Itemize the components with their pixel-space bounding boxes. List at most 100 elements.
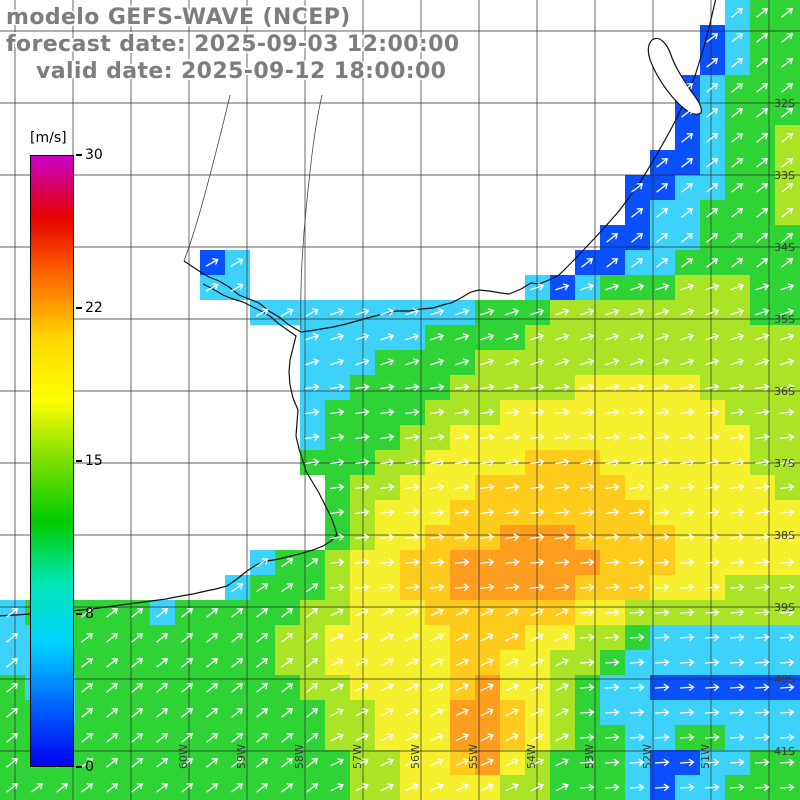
- wind-arrow: [654, 508, 670, 516]
- wind-arrow: [329, 383, 345, 391]
- wind-arrow: [555, 783, 569, 792]
- colorbar-tick: 15: [76, 453, 103, 469]
- wind-arrow: [181, 683, 194, 693]
- wind-arrow: [655, 308, 670, 316]
- wind-arrow: [629, 583, 645, 591]
- wind-arrow: [529, 508, 545, 516]
- wind-arrow: [455, 333, 470, 341]
- wind-arrow: [706, 208, 719, 218]
- wind-arrow: [704, 433, 720, 441]
- wind-arrow: [706, 158, 719, 168]
- wind-arrow: [754, 783, 770, 792]
- wind-arrow: [354, 508, 370, 516]
- wind-arrow: [579, 558, 595, 566]
- wind-arrow: [479, 583, 495, 591]
- wind-arrow: [579, 458, 595, 466]
- wind-arrow: [330, 333, 345, 341]
- wind-arrow: [655, 358, 670, 366]
- wind-arrow: [654, 458, 670, 466]
- wind-arrow: [731, 8, 744, 18]
- wind-arrow: [731, 233, 744, 243]
- wind-arrow: [354, 433, 370, 441]
- wind-arrow: [554, 558, 570, 566]
- wind-arrow: [504, 433, 520, 441]
- wind-arrow: [731, 183, 744, 193]
- wind-arrow: [579, 708, 595, 717]
- wind-arrow: [455, 758, 469, 767]
- coastal-lagoon: [647, 37, 702, 115]
- wind-arrow: [306, 633, 319, 643]
- wind-arrow: [679, 533, 695, 541]
- wind-arrow: [705, 333, 720, 341]
- lon-label: 52W: [641, 744, 654, 769]
- wind-arrow: [680, 333, 695, 341]
- wind-arrow: [679, 408, 695, 416]
- wind-arrow: [730, 358, 745, 366]
- wind-arrow: [156, 783, 169, 793]
- wind-arrow: [579, 758, 595, 767]
- wind-arrow: [106, 633, 119, 643]
- wind-arrow: [330, 608, 344, 617]
- wind-arrow: [504, 383, 520, 391]
- wind-arrow: [779, 408, 795, 416]
- wind-arrow: [729, 783, 745, 792]
- wind-arrow: [555, 608, 569, 617]
- wind-arrow: [455, 683, 469, 692]
- wind-arrow: [479, 533, 495, 541]
- wind-arrow: [704, 383, 720, 391]
- lat-label: 41S: [774, 745, 795, 758]
- wind-arrow: [31, 783, 44, 793]
- wind-arrow: [380, 308, 395, 316]
- wind-arrow: [206, 658, 219, 668]
- wind-arrow: [281, 583, 294, 593]
- wind-arrow: [480, 633, 494, 642]
- wind-arrow: [430, 358, 445, 366]
- wind-arrow: [404, 383, 420, 391]
- wind-arrow: [181, 633, 194, 643]
- wind-arrow: [329, 433, 345, 441]
- wind-arrow: [281, 558, 294, 568]
- wind-arrow: [754, 658, 770, 667]
- wind-arrow: [355, 683, 369, 692]
- wind-arrow: [530, 358, 545, 366]
- wind-arrow: [379, 583, 395, 591]
- wind-arrow: [354, 483, 370, 491]
- wind-arrow: [629, 658, 645, 667]
- wind-arrow: [754, 458, 770, 466]
- wind-arrow: [656, 258, 669, 268]
- wind-arrow: [654, 558, 670, 566]
- wind-arrow: [206, 783, 219, 793]
- wind-arrow: [704, 533, 720, 541]
- wind-arrow: [404, 533, 420, 541]
- model-title: modelo GEFS-WAVE (NCEP): [6, 5, 351, 30]
- wind-arrow: [655, 283, 670, 291]
- wind-arrow: [605, 308, 620, 316]
- wind-arrow: [654, 533, 670, 541]
- wind-arrow: [131, 658, 144, 668]
- wind-arrow: [354, 383, 370, 391]
- lat-label: 37S: [774, 457, 795, 470]
- wind-arrow: [706, 83, 719, 93]
- wind-arrow: [355, 783, 369, 792]
- wind-arrow: [455, 308, 470, 316]
- wind-arrow: [529, 433, 545, 441]
- wind-arrow: [404, 508, 420, 516]
- colorbar-unit-label: [m/s]: [30, 130, 67, 146]
- wind-arrow: [6, 658, 19, 668]
- wind-arrow: [629, 708, 645, 717]
- wind-arrow: [206, 633, 219, 643]
- wind-arrow: [380, 333, 395, 341]
- wind-arrow: [281, 783, 294, 793]
- wind-arrow: [606, 233, 619, 243]
- wind-arrow: [729, 508, 745, 516]
- wind-arrow: [781, 83, 794, 93]
- wind-arrow: [106, 783, 119, 793]
- wind-arrow: [329, 583, 345, 591]
- wind-arrow: [480, 358, 495, 366]
- wind-arrow: [604, 583, 620, 591]
- wind-arrow: [554, 408, 570, 416]
- wind-arrow: [305, 333, 320, 341]
- wind-arrow: [779, 633, 795, 642]
- wind-arrow: [530, 283, 545, 291]
